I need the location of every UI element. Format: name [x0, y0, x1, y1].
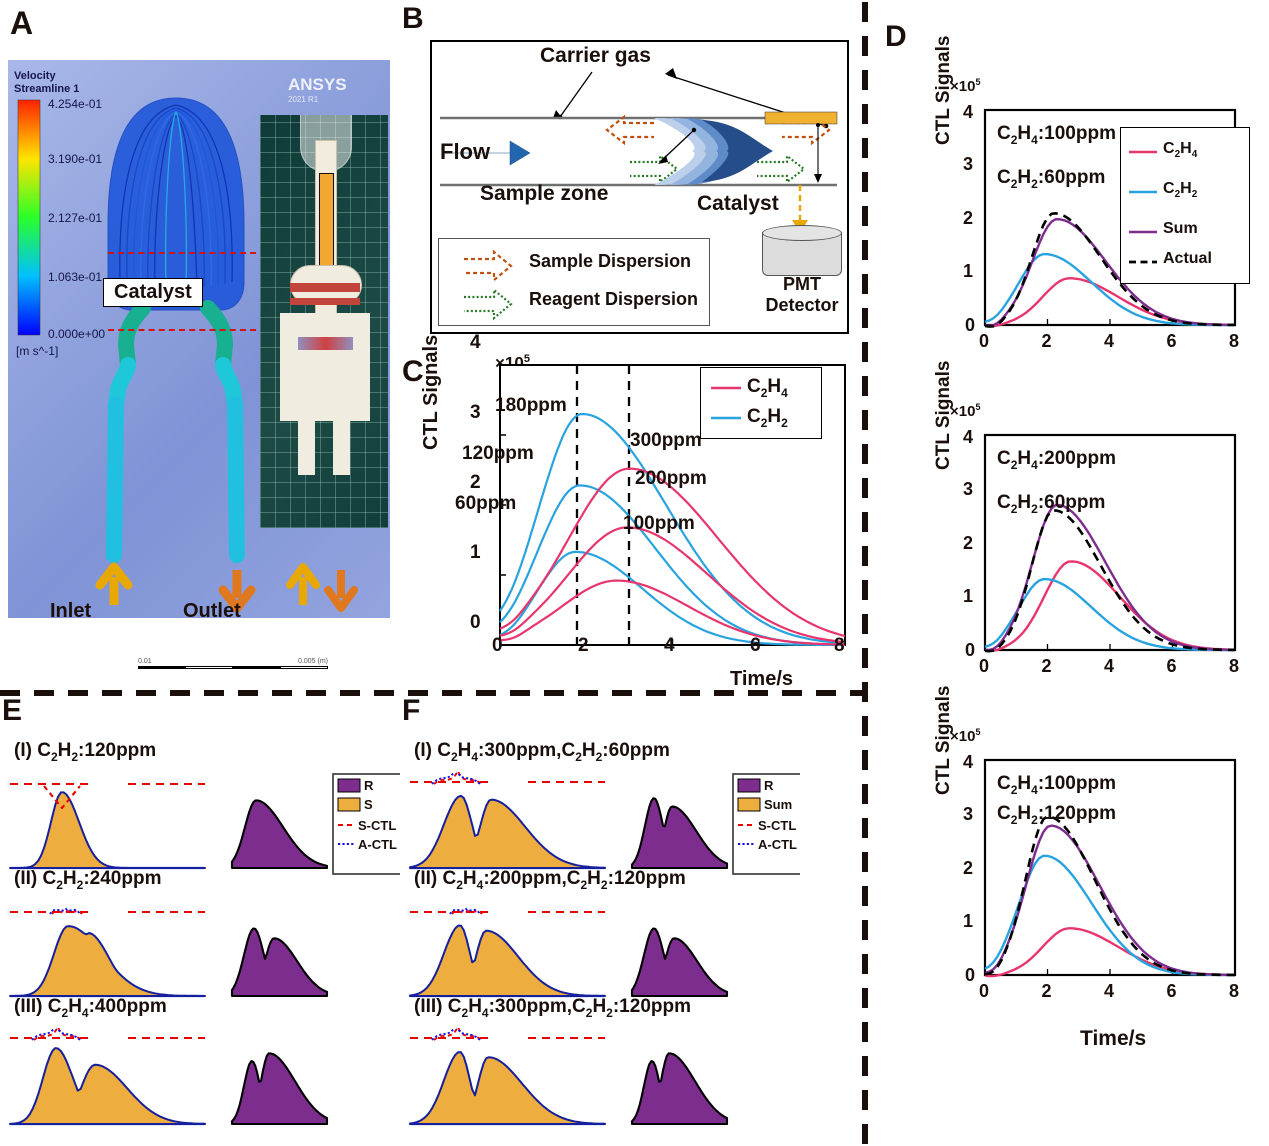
svg-text:S: S — [364, 797, 373, 812]
svg-text:R: R — [764, 778, 774, 793]
svg-text:S-CTL: S-CTL — [358, 818, 396, 833]
svg-text:S-CTL: S-CTL — [758, 818, 796, 833]
svg-text:A-CTL: A-CTL — [758, 837, 797, 852]
svg-text:A-CTL: A-CTL — [358, 837, 397, 852]
svg-text:Sum: Sum — [764, 797, 792, 812]
svg-text:R: R — [364, 778, 374, 793]
